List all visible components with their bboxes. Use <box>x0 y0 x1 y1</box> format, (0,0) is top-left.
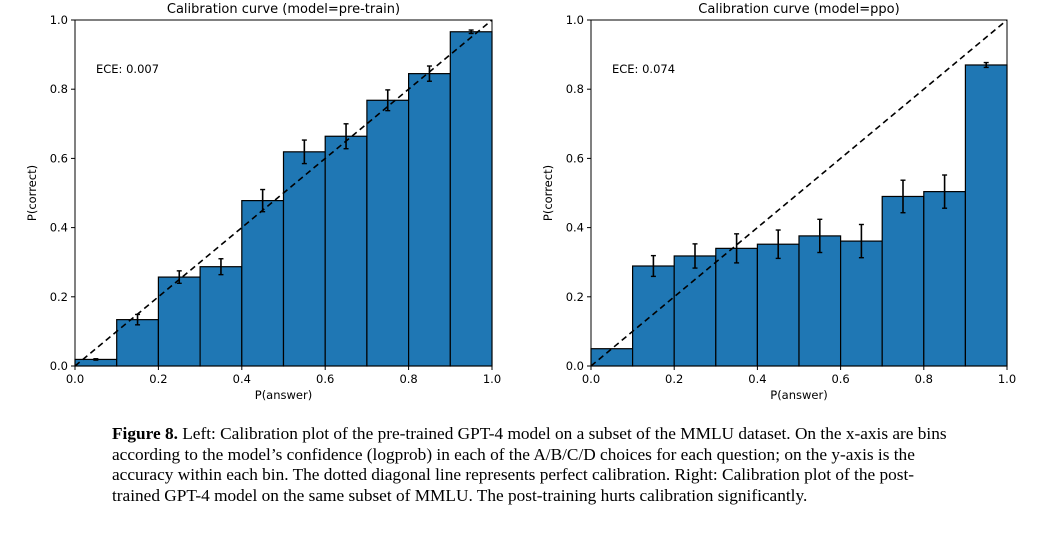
perfect-calibration-line <box>590 19 1008 367</box>
error-bar <box>468 29 474 35</box>
plot-frame <box>74 19 493 367</box>
y-tick-label: 0.6 <box>566 151 584 165</box>
bar <box>324 135 368 367</box>
figure-caption: Figure 8. Left: Calibration plot of the … <box>112 424 952 506</box>
y-tick-label: 0.0 <box>566 359 584 373</box>
error-bar <box>218 258 224 276</box>
bar <box>715 247 758 367</box>
bar <box>590 348 634 367</box>
x-tick-label: 0.6 <box>316 372 334 386</box>
x-tick-label: 0.0 <box>66 372 84 386</box>
chart-panel-pre-train: 0.0 0.2 0.4 0.6 0.8 1.0 0.0 0.2 0.4 0.6 0.8 1.0 Cali… <box>25 2 501 402</box>
error-bar <box>135 313 141 326</box>
bar <box>673 255 717 367</box>
x-tick-label: 0.8 <box>399 372 417 386</box>
error-bar <box>692 243 698 269</box>
caption-label: Figure 8. <box>112 424 178 443</box>
error-bar <box>858 223 864 259</box>
y-tick-label: 1.0 <box>566 13 584 27</box>
bar <box>241 200 285 367</box>
bar <box>157 276 201 367</box>
x-tick-label: 1.0 <box>483 372 501 386</box>
y-tick-label: 0.8 <box>50 82 68 96</box>
error-bar <box>983 61 989 69</box>
bar <box>199 266 243 367</box>
y-tick-label: 0.2 <box>566 290 584 304</box>
error-bar <box>942 174 948 209</box>
y-tick-label: 0.6 <box>50 151 68 165</box>
ece-annotation: ECE: 0.007 <box>96 62 159 76</box>
x-axis-label: P(answer) <box>255 388 312 402</box>
x-tick-label: 0.2 <box>665 372 683 386</box>
calibration-figure: 0.0 0.2 0.4 0.6 0.8 1.0 0.0 0.2 0.4 0.6 0.8 1.0 Cali… <box>25 2 1016 402</box>
chart-title: Calibration curve (model=ppo) <box>698 2 899 17</box>
x-tick-label: 0.0 <box>582 372 600 386</box>
error-bar <box>343 123 349 150</box>
chart-title: Calibration curve (model=pre-train) <box>167 2 400 17</box>
y-tick-label: 1.0 <box>50 13 68 27</box>
error-bar <box>734 233 740 264</box>
bar <box>282 151 326 367</box>
y-tick-label: 0.4 <box>566 221 584 235</box>
perfect-calibration-line <box>74 19 493 367</box>
x-tick-label: 0.8 <box>915 372 933 386</box>
chart-panel-ppo: 0.0 0.2 0.4 0.6 0.8 1.0 0.0 0.2 0.4 0.6 0.8 1.0 Cali… <box>541 2 1016 402</box>
bar <box>839 240 883 367</box>
bar <box>964 64 1008 367</box>
error-bar <box>650 254 656 278</box>
y-tick-label: 0.2 <box>50 290 68 304</box>
bar <box>366 99 410 367</box>
error-bar <box>385 89 391 112</box>
x-axis-label: P(answer) <box>770 388 827 402</box>
error-bar <box>93 358 99 361</box>
bar <box>756 243 800 367</box>
y-tick-label: 0.0 <box>50 359 68 373</box>
x-tick-label: 1.0 <box>998 372 1016 386</box>
y-axis-label: P(correct) <box>541 165 555 221</box>
caption-text: Left: Calibration plot of the pre-traine… <box>112 424 947 505</box>
error-bar <box>900 179 906 214</box>
error-bar <box>260 188 266 213</box>
y-tick-label: 0.4 <box>50 221 68 235</box>
x-tick-label: 0.6 <box>831 372 849 386</box>
y-axis-label: P(correct) <box>25 165 39 221</box>
x-tick-label: 0.2 <box>149 372 167 386</box>
error-bar <box>426 65 432 82</box>
bar <box>449 31 493 367</box>
x-tick-label: 0.4 <box>748 372 766 386</box>
error-bar <box>301 139 307 165</box>
error-bar <box>817 218 823 254</box>
bar <box>923 191 966 367</box>
y-tick-label: 0.8 <box>566 82 584 96</box>
bar <box>408 73 451 367</box>
bar <box>631 265 675 367</box>
x-tick-label: 0.4 <box>233 372 251 386</box>
error-bar <box>775 229 781 260</box>
plot-frame <box>590 19 1008 367</box>
bar <box>798 235 842 367</box>
bar <box>881 195 925 367</box>
error-bar <box>176 270 182 285</box>
ece-annotation: ECE: 0.074 <box>612 62 675 76</box>
